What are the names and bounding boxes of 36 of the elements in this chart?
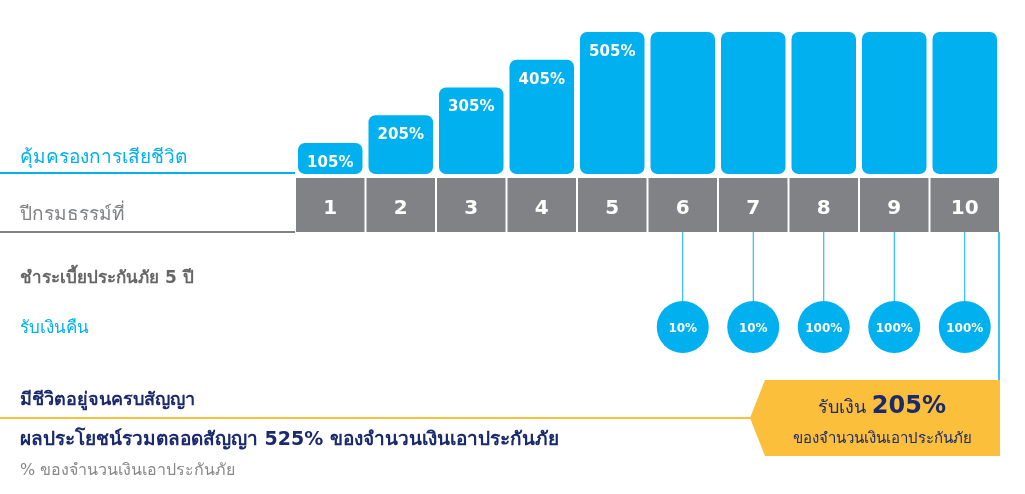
text: 10%	[738, 321, 768, 335]
bar	[580, 32, 645, 174]
text: ปีกรมธรรม์ที่	[19, 200, 125, 224]
x-tick-label: 7	[746, 195, 761, 219]
x-tick-label: 4	[534, 195, 549, 219]
text: 100%	[805, 321, 843, 335]
bar	[509, 59, 574, 174]
x-tick-label: 3	[464, 195, 479, 219]
bar	[791, 32, 856, 174]
text: 100%	[875, 321, 913, 335]
text: รับเงินคืน	[20, 317, 89, 337]
text: คุ้มครองการเสียชีวิต	[20, 145, 187, 169]
text: 10%	[668, 321, 698, 335]
x-tick-label: 1	[323, 195, 338, 219]
x-tick-label: 10	[950, 195, 979, 219]
bar	[439, 87, 504, 174]
x-tick-label: 9	[887, 195, 902, 219]
text: 100%	[946, 321, 984, 335]
x-tick-label: 2	[393, 195, 408, 219]
data-label: 405%	[518, 69, 565, 88]
bar	[650, 32, 715, 174]
x-tick-label: 6	[675, 195, 690, 219]
data-label: 305%	[448, 97, 495, 116]
text: ชำระเบี้ยประกันภัย 5 ปี	[20, 264, 194, 287]
data-label: 105%	[307, 152, 354, 171]
x-tick-label: 8	[816, 195, 831, 219]
bar	[721, 32, 786, 174]
bar	[862, 32, 927, 174]
text: % ของจำนวนเงินเอาประกันภัย	[20, 460, 236, 479]
data-label: 205%	[377, 125, 424, 144]
text: รับเงิน 205% ของจำนวนเงินเอาประกันภัย	[792, 391, 972, 447]
text: มีชีวิตอยู่จนครบสัญญา	[20, 388, 195, 411]
x-tick-label: 5	[605, 195, 620, 219]
bar	[932, 32, 997, 174]
data-label: 505%	[589, 42, 636, 60]
text: ผลประโยชน์รวมตลอดสัญญา 525% ของจำนวนเงินเอาประกันภัย	[20, 427, 559, 450]
